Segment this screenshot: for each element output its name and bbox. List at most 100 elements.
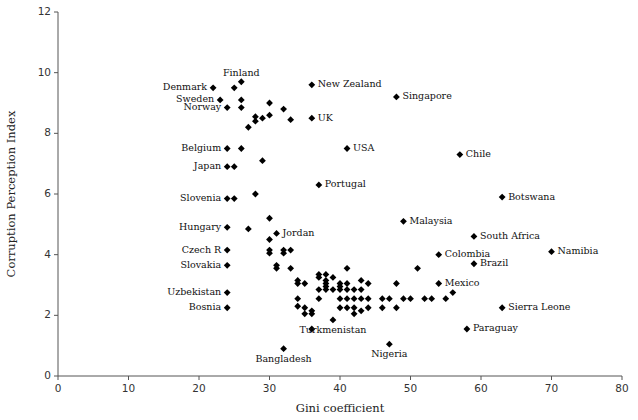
point [224,224,231,231]
point [548,248,555,255]
annotation: Bangladesh [255,353,311,364]
point [308,81,315,88]
point [280,345,287,352]
annotation: Brazil [480,257,508,268]
point [407,295,414,302]
point [224,163,231,170]
point [358,286,365,293]
point [330,274,337,281]
x-tick [199,376,200,380]
point [238,145,245,152]
point [323,271,330,278]
x-tick [622,376,623,380]
annotation: UK [318,112,334,123]
point [351,295,358,302]
x-tick-label: 30 [263,382,276,394]
point [428,295,435,302]
y-tick-label: 2 [44,308,51,320]
x-tick [269,376,270,380]
annotation: Malaysia [409,215,452,226]
point [365,295,372,302]
annotation: Belgium [181,142,221,153]
point [224,304,231,311]
annotation: Finland [223,67,260,78]
annotation: Portugal [325,178,366,189]
point [238,104,245,111]
annotation: Namibia [558,245,599,256]
point [266,112,273,119]
point [238,97,245,104]
point [337,304,344,311]
point [294,277,301,284]
annotation: Slovakia [180,259,221,270]
point [210,84,217,91]
point [421,295,428,302]
point [294,303,301,310]
y-tick [54,12,58,13]
annotation: New Zealand [318,78,382,89]
y-tick [54,133,58,134]
annotation: Singapore [402,90,452,101]
y-tick [54,315,58,316]
point [435,280,442,287]
point [315,286,322,293]
point [308,115,315,122]
annotation: Sierra Leone [508,301,571,312]
point [273,262,280,269]
point [393,94,400,101]
point [231,195,238,202]
point [238,78,245,85]
point [456,151,463,158]
annotation: Hungary [179,221,222,232]
point [330,316,337,323]
x-tick [410,376,411,380]
x-tick [551,376,552,380]
point [393,304,400,311]
point [294,295,301,302]
point [386,295,393,302]
y-tick [54,72,58,73]
x-tick-label: 0 [55,382,62,394]
y-tick-label: 12 [38,5,51,17]
y-tick [54,376,58,377]
y-tick [54,254,58,255]
point [224,104,231,111]
annotation: Bosnia [189,301,222,312]
background [0,0,638,420]
point [252,191,259,198]
point [400,218,407,225]
point [231,163,238,170]
y-tick-label: 10 [38,66,51,78]
annotation: Czech R [182,244,222,255]
annotation: Jordan [282,227,315,238]
point [245,124,252,131]
point [323,277,330,284]
annotation: Turkmenistan [299,324,366,335]
x-tick-label: 40 [333,382,346,394]
y-tick-label: 8 [44,126,51,138]
x-tick [128,376,129,380]
point [280,250,287,257]
point [351,304,358,311]
point [358,295,365,302]
point [224,289,231,296]
point [266,100,273,107]
annotation: Chile [466,148,491,159]
x-tick [481,376,482,380]
point [259,115,266,122]
point [224,247,231,254]
point [224,195,231,202]
y-tick-label: 4 [44,248,51,260]
point [386,341,393,348]
x-axis-label: Gini coefficient [296,401,385,415]
point [400,295,407,302]
point [259,157,266,164]
point [499,304,506,311]
point [449,289,456,296]
annotation: South Africa [480,230,540,241]
point [358,277,365,284]
points [210,78,555,352]
point [365,280,372,287]
point [308,307,315,314]
point [266,247,273,254]
